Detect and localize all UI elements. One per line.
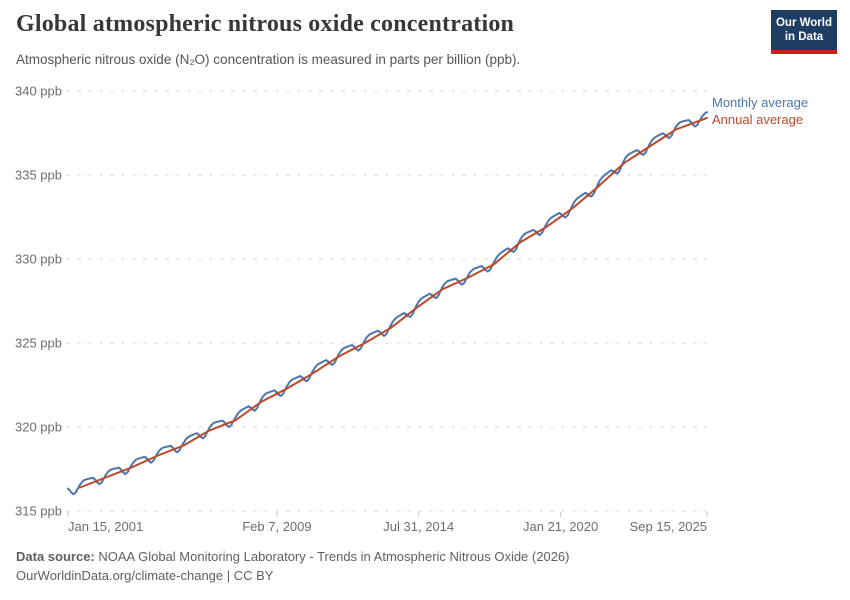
- chart-subtitle: Atmospheric nitrous oxide (N₂O) concentr…: [16, 52, 521, 67]
- annual-average-line: [79, 116, 708, 489]
- logo-line-1: Our World: [775, 17, 832, 29]
- x-axis-tick-label: Jul 31, 2014: [383, 519, 454, 534]
- legend-label-annual-average: Annual average: [712, 112, 804, 127]
- x-axis-tick-label: Feb 7, 2009: [242, 519, 311, 534]
- logo-line-2: in Data: [784, 31, 824, 44]
- y-axis-tick-label: 330 ppb: [15, 252, 62, 267]
- license-line: OurWorldinData.org/climate-change | CC B…: [16, 568, 274, 583]
- legend-label-monthly-average: Monthly average: [712, 95, 809, 110]
- owid-logo: Our World in Data: [771, 10, 837, 54]
- x-axis-tick-label: Jan 21, 2020: [523, 519, 598, 534]
- data-source-text: NOAA Global Monitoring Laboratory - Tren…: [98, 549, 570, 564]
- y-axis-tick-label: 320 ppb: [15, 420, 62, 435]
- y-axis-tick-label: 325 ppb: [15, 336, 62, 351]
- data-source-label: Data source:: [16, 549, 95, 564]
- data-source-line: Data source: NOAA Global Monitoring Labo…: [16, 550, 569, 564]
- monthly-average-line: [67, 111, 708, 496]
- chart-footer: Data source: NOAA Global Monitoring Labo…: [16, 550, 569, 588]
- x-axis-tick-label: Sep 15, 2025: [630, 519, 707, 534]
- y-axis-tick-label: 340 ppb: [15, 84, 62, 99]
- y-axis-tick-label: 335 ppb: [15, 168, 62, 183]
- x-axis-tick-label: Jan 15, 2001: [68, 519, 143, 534]
- chart-title: Global atmospheric nitrous oxide concent…: [16, 11, 515, 37]
- y-axis-tick-label: 315 ppb: [15, 504, 62, 519]
